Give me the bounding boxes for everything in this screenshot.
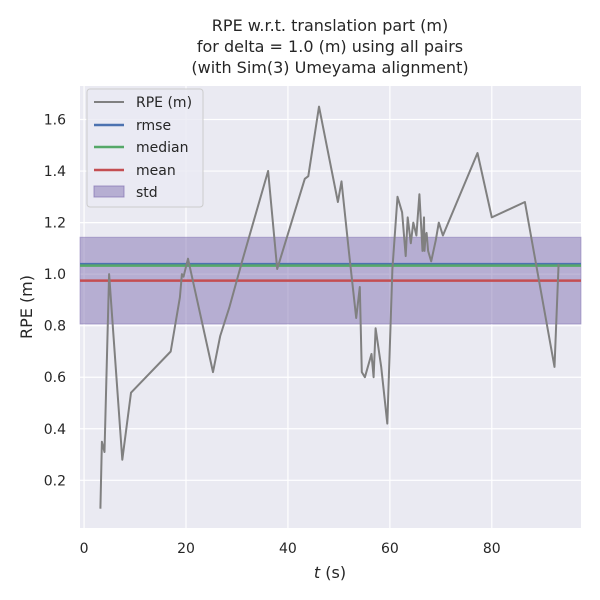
y-tick-label: 1.4 [44, 164, 66, 180]
y-tick-label: 0.2 [44, 473, 66, 489]
x-tick-label: 20 [177, 541, 195, 557]
series-layer [99, 105, 560, 509]
x-tick-label: 60 [381, 541, 399, 557]
y-tick-label: 0.8 [44, 319, 66, 335]
y-axis-label: RPE (m) [17, 275, 36, 339]
x-axis-label: t (s) [314, 563, 346, 582]
x-tick-label: 40 [279, 541, 297, 557]
legend-box [86, 88, 204, 208]
chart-title-line-1: RPE w.r.t. translation part (m) [212, 16, 448, 35]
legend: RPE (m) rmse median mean std [86, 88, 204, 208]
rpe-series-line [99, 105, 560, 509]
x-tick-label: 0 [80, 541, 89, 557]
legend-label-median: median [136, 140, 188, 156]
chart-title-line-3: (with Sim(3) Umeyama alignment) [191, 58, 468, 77]
stat-lines-layer [80, 262, 581, 282]
x-tick-label: 80 [483, 541, 501, 557]
legend-label-rmse: rmse [136, 118, 171, 134]
legend-label-mean: mean [136, 163, 176, 179]
legend-swatch-std [93, 185, 125, 198]
y-tick-label: 0.4 [44, 422, 66, 438]
y-tick-label: 1.2 [44, 216, 66, 232]
y-tick-label: 0.6 [44, 370, 66, 386]
legend-label-rpe: RPE (m) [136, 95, 192, 111]
tick-labels: 0 20 40 60 80 0.2 0.4 0.6 0.8 1.0 1.2 1.4 1.6 [44, 113, 501, 557]
y-tick-label: 1.0 [44, 267, 66, 283]
chart-title-line-2: for delta = 1.0 (m) using all pairs [197, 37, 463, 56]
x-axis-label-var: t [314, 563, 321, 582]
y-tick-label: 1.6 [44, 113, 66, 129]
x-axis-label-unit: (s) [320, 563, 346, 582]
legend-label-std: std [136, 185, 158, 201]
